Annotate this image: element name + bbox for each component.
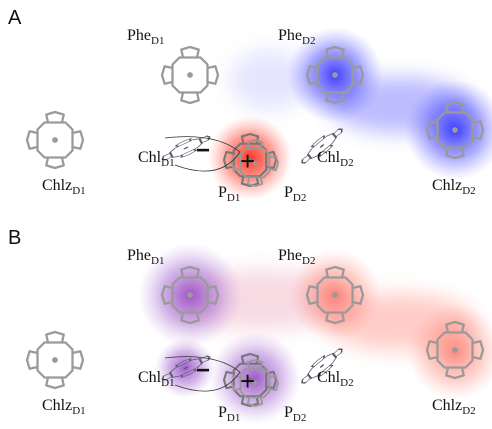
label-base: Phe bbox=[127, 247, 151, 264]
pigment-label: PheD2 bbox=[278, 27, 315, 47]
pigment-label: PD2 bbox=[284, 184, 306, 204]
charge-sign: − bbox=[196, 357, 210, 384]
label-base: Phe bbox=[127, 27, 151, 44]
panel-label: A bbox=[8, 7, 22, 29]
pigment-label: PheD2 bbox=[278, 247, 315, 267]
label-sub: D1 bbox=[72, 185, 85, 197]
pigment bbox=[27, 112, 83, 168]
charge-sign: + bbox=[240, 366, 255, 396]
label-sub: D2 bbox=[340, 377, 353, 389]
label-sub: D2 bbox=[302, 35, 315, 47]
label-base: Chlz bbox=[432, 397, 462, 414]
pigment-label: ChlzD1 bbox=[42, 397, 86, 417]
label-base: Phe bbox=[278, 27, 302, 44]
label-sub: D2 bbox=[340, 157, 353, 169]
label-sub: D2 bbox=[462, 185, 475, 197]
pigment-label: ChlD1 bbox=[138, 149, 175, 169]
label-sub: D1 bbox=[161, 157, 174, 169]
label-sub: D2 bbox=[302, 255, 315, 267]
label-sub: D2 bbox=[293, 192, 306, 204]
pigment bbox=[162, 47, 218, 103]
label-sub: D1 bbox=[151, 35, 164, 47]
label-base: Chlz bbox=[432, 177, 462, 194]
pigment-label: PD2 bbox=[284, 404, 306, 424]
label-base: Chlz bbox=[42, 177, 72, 194]
label-base: P bbox=[284, 184, 293, 201]
label-sub: D1 bbox=[227, 412, 240, 424]
pigment-label: ChlD2 bbox=[317, 149, 354, 169]
panel-label: B bbox=[8, 227, 21, 249]
label-base: Chl bbox=[317, 369, 341, 386]
pigment-label: ChlzD2 bbox=[432, 397, 476, 417]
pigment-label: ChlzD2 bbox=[432, 177, 476, 197]
pigment-label: ChlD2 bbox=[317, 369, 354, 389]
label-base: Chlz bbox=[42, 397, 72, 414]
label-base: P bbox=[284, 404, 293, 421]
pigment-label: PheD1 bbox=[127, 27, 164, 47]
label-sub: D1 bbox=[72, 405, 85, 417]
label-sub: D2 bbox=[293, 412, 306, 424]
label-base: P bbox=[218, 404, 227, 421]
label-sub: D2 bbox=[462, 405, 475, 417]
label-base: Chl bbox=[138, 369, 162, 386]
pigment-label: PheD1 bbox=[127, 247, 164, 267]
charge-sign: + bbox=[240, 146, 255, 176]
label-base: P bbox=[218, 184, 227, 201]
label-base: Phe bbox=[278, 247, 302, 264]
label-base: Chl bbox=[138, 149, 162, 166]
label-base: Chl bbox=[317, 149, 341, 166]
label-sub: D1 bbox=[161, 377, 174, 389]
pigment-label: ChlzD1 bbox=[42, 177, 86, 197]
label-sub: D1 bbox=[227, 192, 240, 204]
figure: APheD1PheD2ChlzD1ChlD1PD1PD2ChlD2ChlzD2−… bbox=[0, 0, 492, 429]
pigment bbox=[27, 332, 83, 388]
label-sub: D1 bbox=[151, 255, 164, 267]
charge-sign: − bbox=[196, 137, 210, 164]
